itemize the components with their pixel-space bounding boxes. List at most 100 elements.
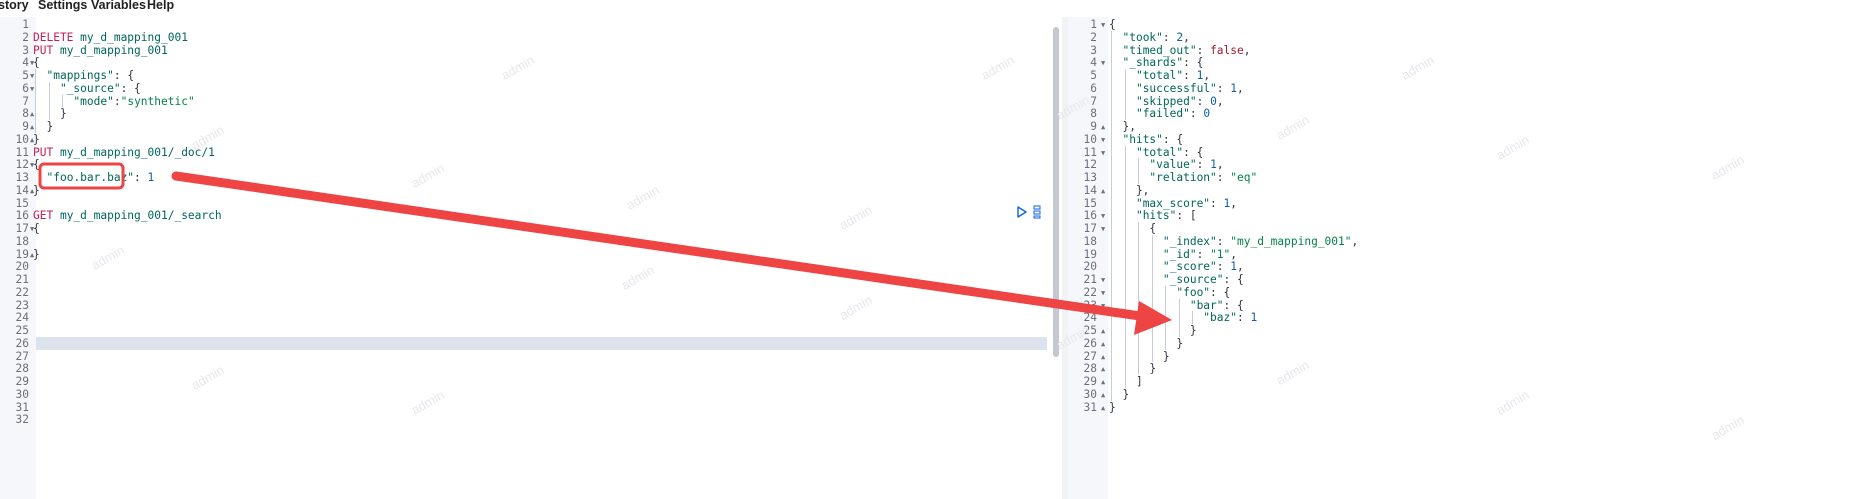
fold-close-icon[interactable]: ▲: [1101, 403, 1106, 412]
code-token: :: [113, 94, 121, 108]
code-token: }: [1109, 387, 1130, 401]
response-code-line: "_source": {: [1109, 273, 1244, 286]
response-code-line: "total": {: [1109, 146, 1203, 159]
line-number: 22: [15, 285, 29, 299]
code-token: }: [1109, 400, 1116, 414]
response-code-line: "hits": [: [1109, 209, 1197, 222]
code-token: :: [134, 171, 148, 184]
fold-close-icon[interactable]: ▲: [1101, 365, 1106, 374]
code-token: my_d_mapping_001: [80, 30, 188, 44]
code-token: 1: [1250, 311, 1258, 325]
code-token: }: [1109, 324, 1197, 337]
play-icon[interactable]: [1016, 206, 1028, 218]
line-number: 20: [15, 260, 29, 274]
fold-close-icon[interactable]: ▲: [30, 123, 35, 131]
menu-settings[interactable]: Settings: [38, 0, 88, 12]
menu-history[interactable]: story: [0, 0, 29, 12]
code-token: "skipped": [1135, 94, 1197, 108]
line-number: 28: [15, 362, 29, 376]
request-code-line: GET my_d_mapping_001/_search: [33, 209, 222, 222]
line-number: 24: [15, 311, 29, 325]
code-token: {: [1109, 222, 1157, 235]
line-number: 9: [22, 120, 29, 133]
fold-close-icon[interactable]: ▲: [1101, 327, 1106, 335]
fold-close-icon[interactable]: ▲: [1101, 186, 1106, 195]
line-number: 18: [15, 234, 29, 248]
wrench-icon[interactable]: [1033, 205, 1041, 219]
fold-open-icon[interactable]: ▼: [1101, 276, 1106, 284]
code-token: "_shards": [1122, 56, 1184, 70]
fold-close-icon[interactable]: ▲: [1101, 390, 1106, 399]
line-number: 16: [1083, 209, 1097, 223]
fold-open-icon[interactable]: ▼: [1101, 288, 1106, 297]
fold-open-icon[interactable]: ▼: [1101, 59, 1106, 68]
code-token: [1109, 146, 1136, 159]
line-number: 23: [15, 298, 29, 312]
fold-open-icon[interactable]: ▼: [30, 161, 35, 170]
response-code-line: "took": 2,: [1109, 31, 1189, 44]
response-viewer-gutter: 1 ▼ 2 3 4 ▼ 5 6 7 8 9 ▲ 10 ▼ 11 ▼ 12 13 14 ▲ 15 16 ▼ 17 ▼ 18 19 20 2…: [1068, 17, 1108, 499]
code-token: 0: [1203, 107, 1211, 121]
fold-close-icon[interactable]: ▲: [1101, 352, 1106, 361]
request-code-line: }: [33, 120, 53, 133]
code-token: }: [33, 183, 40, 197]
code-token: :: [1189, 107, 1204, 121]
code-token: "_id": [1162, 247, 1197, 261]
fold-open-icon[interactable]: ▼: [1101, 301, 1106, 310]
line-number: 2: [1090, 30, 1097, 44]
response-code-line: },: [1109, 184, 1149, 197]
code-token: ,: [1351, 234, 1359, 248]
fold-close-icon[interactable]: ▲: [30, 135, 35, 144]
fold-close-icon[interactable]: ▲: [30, 186, 35, 195]
indent-guide: [48, 81, 50, 120]
code-token: :: [1216, 81, 1231, 95]
request-code-line: }: [33, 133, 40, 146]
menu-help[interactable]: Help: [147, 0, 175, 12]
fold-close-icon[interactable]: ▲: [30, 110, 35, 119]
line-number: 19: [15, 247, 29, 261]
request-editor-scrollbar[interactable]: [1053, 27, 1059, 357]
response-code-line: "relation": "eq": [1109, 171, 1257, 184]
code-token: "baz": [1203, 311, 1237, 325]
response-code-line: ]: [1109, 375, 1143, 388]
response-code-line: "_id": "1",: [1109, 248, 1237, 261]
code-token: :: [1216, 260, 1231, 274]
line-number: 14: [1083, 183, 1097, 197]
line-number: 32: [15, 413, 29, 427]
fold-open-icon[interactable]: ▼: [30, 225, 35, 233]
request-editor-gutter: 1 2 3 4 ▼ 5 ▼ 6 ▼ 7 8 ▲ 9 ▲ 10 ▲ 11 12 ▼ 13 14 ▲ 15 16 17 ▼ 18 19 ▲ 2…: [0, 17, 36, 499]
line-number: 27: [15, 349, 29, 363]
fold-open-icon[interactable]: ▼: [1101, 225, 1106, 233]
line-number: 29: [1083, 375, 1097, 388]
code-token: "total": [1135, 69, 1184, 82]
fold-open-icon[interactable]: ▼: [30, 84, 35, 93]
line-number: 20: [1083, 260, 1097, 274]
fold-open-icon[interactable]: ▼: [1101, 21, 1106, 29]
code-token: : {: [120, 81, 141, 95]
indent-guide: [1124, 145, 1126, 388]
fold-open-icon[interactable]: ▼: [1101, 212, 1106, 221]
fold-close-icon[interactable]: ▲: [1101, 378, 1106, 386]
response-code-line: "max_score": 1,: [1109, 197, 1237, 210]
fold-open-icon[interactable]: ▼: [1101, 135, 1106, 144]
line-number: 3: [1090, 43, 1097, 57]
fold-close-icon[interactable]: ▲: [1101, 339, 1106, 348]
fold-open-icon[interactable]: ▼: [1101, 148, 1106, 157]
fold-open-icon[interactable]: ▼: [30, 72, 35, 80]
code-token: : {: [1210, 285, 1231, 299]
fold-open-icon[interactable]: ▼: [30, 59, 35, 68]
response-code-line: "skipped": 0,: [1109, 95, 1224, 108]
request-editor[interactable]: 1 2 3 4 ▼ 5 ▼ 6 ▼ 7 8 ▲ 9 ▲ 10 ▲ 11 12 ▼ 13 14 ▲ 15 16 17 ▼ 18 19 ▲ 2…: [0, 17, 1062, 499]
response-code-line: "value": 1,: [1109, 158, 1223, 171]
code-token: "failed": [1135, 107, 1190, 121]
fold-close-icon[interactable]: ▲: [30, 250, 35, 259]
code-token: "total": [1135, 145, 1184, 159]
line-number: 5: [1090, 69, 1097, 82]
fold-close-icon[interactable]: ▲: [1101, 123, 1106, 131]
code-token: "_score": [1162, 260, 1217, 274]
line-number: 14: [15, 183, 29, 197]
code-token: ,: [1243, 43, 1251, 57]
code-token: "1": [1210, 247, 1231, 261]
code-token: "hits": [1135, 209, 1177, 223]
menu-variables[interactable]: Variables: [91, 0, 146, 12]
